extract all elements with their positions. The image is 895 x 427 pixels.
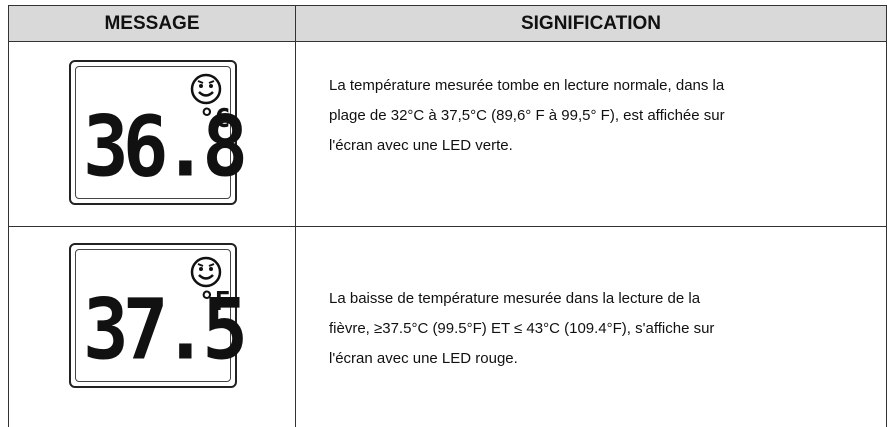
message-cell: 36.8°C — [8, 42, 296, 227]
lcd-unit: °C — [199, 104, 230, 134]
description-line: plage de 32°C à 37,5°C (89,6° F à 99,5° … — [329, 101, 725, 131]
signification-cell: La baisse de température mesurée dans la… — [295, 227, 887, 427]
header-message: MESSAGE — [8, 5, 296, 42]
lcd-unit: °F — [199, 287, 230, 317]
description-line: La température mesurée tombe en lecture … — [329, 71, 724, 101]
header-signification: SIGNIFICATION — [295, 5, 887, 42]
message-cell: 37.5°F — [8, 227, 296, 427]
description-line: l'écran avec une LED rouge. — [329, 344, 518, 374]
description-line: l'écran avec une LED verte. — [329, 131, 513, 161]
description-line: fièvre, ≥37.5°C (99.5°F) ET ≤ 43°C (109.… — [329, 314, 714, 344]
signification-cell: La température mesurée tombe en lecture … — [295, 42, 887, 227]
lcd-display: 36.8°C — [69, 60, 237, 205]
lcd-display: 37.5°F — [69, 243, 237, 388]
page: MESSAGE SIGNIFICATION 36.8°C La températu… — [0, 0, 895, 405]
description-line: La baisse de température mesurée dans la… — [329, 284, 700, 314]
